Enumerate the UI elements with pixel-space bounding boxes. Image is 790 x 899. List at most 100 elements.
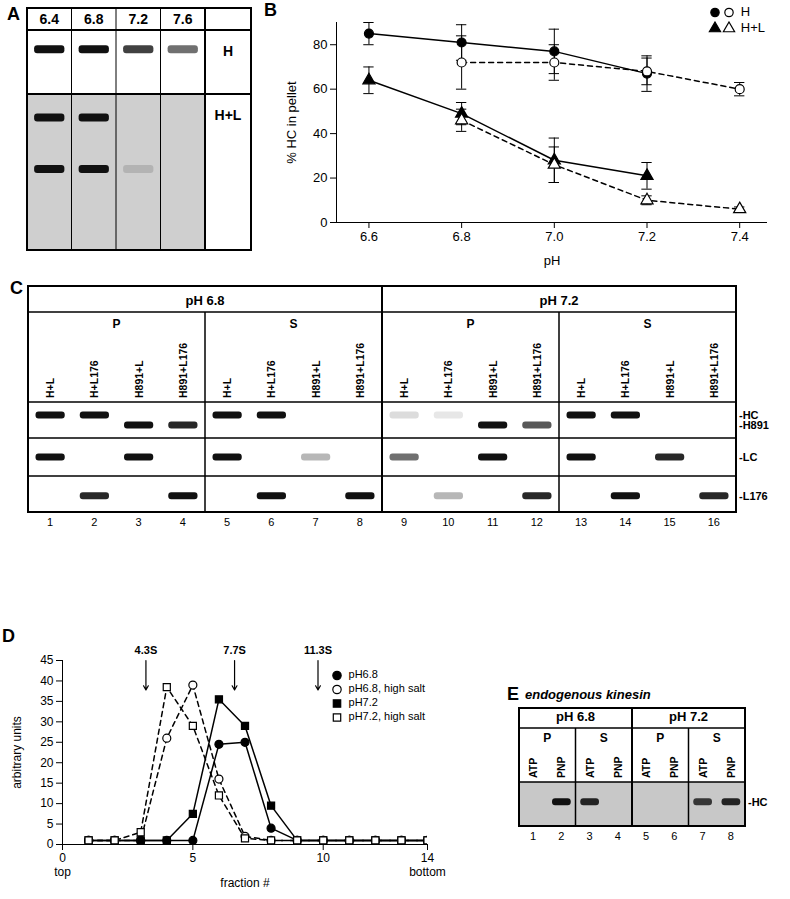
svg-text:H891+L176: H891+L176	[177, 343, 189, 398]
svg-text:25: 25	[40, 735, 54, 749]
svg-text:E: E	[507, 684, 519, 704]
svg-text:P: P	[543, 731, 551, 745]
svg-text:H+L: H+L	[215, 107, 242, 123]
svg-text:S: S	[289, 317, 297, 331]
svg-text:5: 5	[190, 851, 197, 865]
svg-text:S: S	[600, 731, 608, 745]
svg-text:H891+L: H891+L	[310, 360, 322, 398]
svg-text:H+L176: H+L176	[442, 360, 454, 398]
svg-text:top: top	[54, 865, 71, 879]
svg-text:3: 3	[136, 516, 142, 528]
svg-text:7.6: 7.6	[173, 11, 193, 27]
svg-text:40: 40	[40, 674, 54, 688]
svg-text:20: 20	[40, 756, 54, 770]
svg-text:14: 14	[619, 516, 631, 528]
svg-text:H+L176: H+L176	[619, 360, 631, 398]
svg-text:7.2: 7.2	[129, 11, 149, 27]
svg-text:7.0: 7.0	[545, 229, 563, 244]
svg-text:H891+L176: H891+L176	[354, 343, 366, 398]
svg-text:A: A	[7, 4, 20, 24]
svg-text:H891+L176: H891+L176	[531, 343, 543, 398]
svg-text:14: 14	[421, 851, 435, 865]
svg-text:7: 7	[313, 516, 319, 528]
svg-text:H891+L: H891+L	[133, 360, 145, 398]
svg-text:2: 2	[91, 516, 97, 528]
svg-text:5: 5	[643, 830, 649, 842]
svg-text:2: 2	[558, 830, 564, 842]
svg-text:7.2: 7.2	[638, 229, 656, 244]
svg-text:-L176: -L176	[739, 490, 768, 502]
svg-text:H+L176: H+L176	[265, 360, 277, 398]
svg-text:H+L: H+L	[221, 377, 233, 398]
svg-text:45: 45	[40, 653, 54, 667]
svg-text:C: C	[10, 278, 23, 298]
svg-text:P: P	[112, 317, 120, 331]
svg-text:7: 7	[700, 830, 706, 842]
svg-text:0: 0	[47, 837, 54, 851]
svg-text:11.3S: 11.3S	[304, 644, 332, 656]
svg-text:fraction #: fraction #	[220, 876, 270, 890]
svg-text:PNP: PNP	[612, 756, 624, 778]
svg-text:30: 30	[40, 715, 54, 729]
svg-text:H891+L: H891+L	[487, 360, 499, 398]
svg-text:pH 6.8: pH 6.8	[556, 709, 595, 724]
svg-text:pH: pH	[544, 253, 561, 268]
svg-text:ATP: ATP	[697, 758, 709, 778]
svg-text:10: 10	[40, 796, 54, 810]
svg-text:8: 8	[357, 516, 363, 528]
svg-text:-LC: -LC	[739, 451, 757, 463]
svg-text:4.3S: 4.3S	[135, 644, 158, 656]
svg-text:pH 7.2: pH 7.2	[669, 709, 708, 724]
svg-text:PNP: PNP	[555, 756, 567, 778]
svg-text:H+L: H+L	[575, 377, 587, 398]
svg-text:3: 3	[587, 830, 593, 842]
svg-text:4: 4	[615, 830, 621, 842]
svg-text:9: 9	[401, 516, 407, 528]
svg-text:13: 13	[575, 516, 587, 528]
svg-text:6.6: 6.6	[360, 229, 378, 244]
svg-text:12: 12	[531, 516, 543, 528]
svg-text:7.7S: 7.7S	[223, 644, 246, 656]
svg-text:4: 4	[180, 516, 186, 528]
svg-text:P: P	[656, 731, 664, 745]
svg-text:ATP: ATP	[527, 758, 539, 778]
svg-text:5: 5	[224, 516, 230, 528]
svg-text:1: 1	[47, 516, 53, 528]
svg-text:PNP: PNP	[725, 756, 737, 778]
svg-text:H891+L: H891+L	[664, 360, 676, 398]
svg-text:arbitrary units: arbitrary units	[10, 716, 24, 789]
svg-text:8: 8	[728, 830, 734, 842]
svg-text:6.4: 6.4	[40, 11, 60, 27]
svg-text:S: S	[643, 317, 651, 331]
svg-text:80: 80	[313, 37, 327, 52]
svg-text:10: 10	[442, 516, 454, 528]
svg-text:0: 0	[59, 851, 66, 865]
svg-text:H+L176: H+L176	[88, 360, 100, 398]
svg-text:6.8: 6.8	[84, 11, 104, 27]
svg-text:5: 5	[47, 817, 54, 831]
svg-text:6: 6	[671, 830, 677, 842]
svg-text:pH 7.2: pH 7.2	[539, 293, 578, 308]
svg-text:bottom: bottom	[409, 865, 446, 879]
svg-text:40: 40	[313, 126, 327, 141]
svg-text:0: 0	[320, 215, 327, 230]
svg-text:7.4: 7.4	[731, 229, 749, 244]
svg-text:60: 60	[313, 81, 327, 96]
svg-text:10: 10	[317, 851, 331, 865]
svg-text:15: 15	[40, 776, 54, 790]
svg-text:20: 20	[313, 170, 327, 185]
svg-text:-H891: -H891	[739, 419, 769, 431]
svg-text:H: H	[223, 43, 233, 59]
svg-text:1: 1	[530, 830, 536, 842]
svg-text:endogenous kinesin: endogenous kinesin	[525, 687, 651, 702]
svg-text:6: 6	[268, 516, 274, 528]
svg-text:S: S	[713, 731, 721, 745]
svg-text:H891+L176: H891+L176	[708, 343, 720, 398]
svg-text:11: 11	[487, 516, 498, 528]
svg-text:16: 16	[708, 516, 720, 528]
svg-text:ATP: ATP	[640, 758, 652, 778]
svg-text:H+L: H+L	[398, 377, 410, 398]
svg-text:15: 15	[664, 516, 676, 528]
svg-text:H+L: H+L	[44, 377, 56, 398]
svg-text:6.8: 6.8	[453, 229, 471, 244]
